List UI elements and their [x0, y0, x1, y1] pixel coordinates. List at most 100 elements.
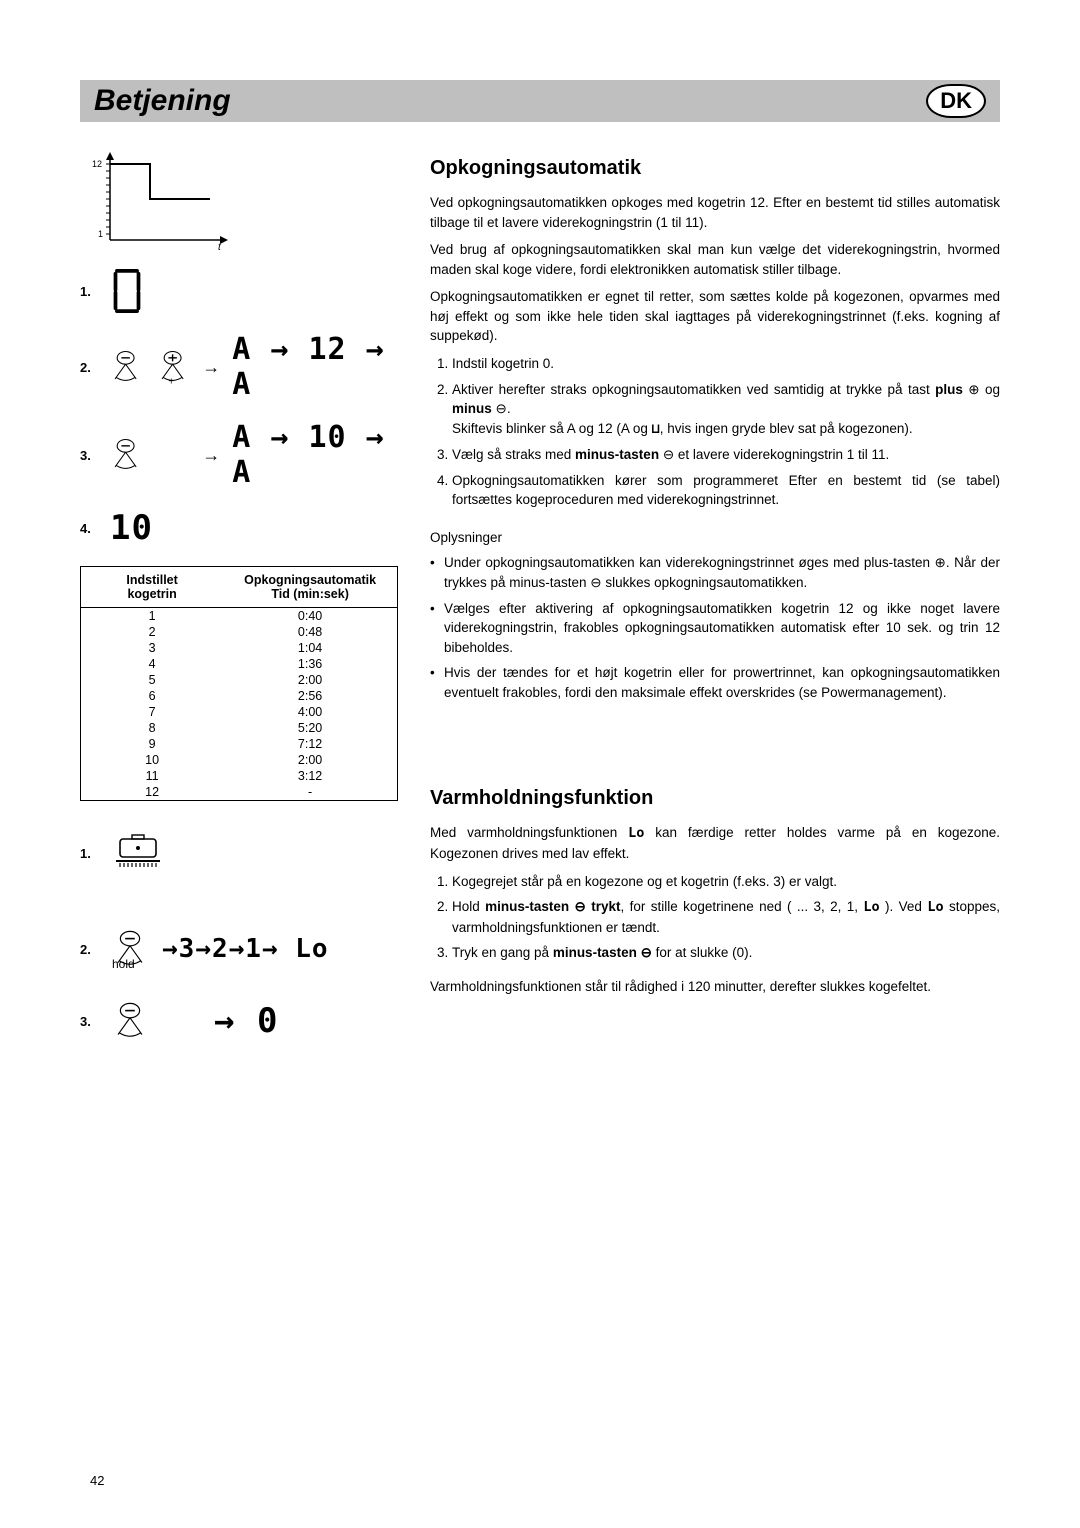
table-cell: 3 [81, 640, 223, 656]
table-cell: 0:48 [223, 624, 397, 640]
col1-header-a: Indstillet [126, 573, 177, 587]
step-number: 2. [80, 942, 98, 957]
table-row: 102:00 [81, 752, 397, 768]
svg-text:+: + [168, 377, 174, 387]
table-cell: 12 [81, 784, 223, 800]
svg-text:12: 12 [92, 159, 102, 169]
table-cell: 1:04 [223, 640, 397, 656]
table-row: 31:04 [81, 640, 397, 656]
info-bullet: Hvis der tændes for et højt kogetrin ell… [430, 663, 1000, 702]
section1-steps: Indstil kogetrin 0. Aktiver herefter str… [430, 354, 1000, 510]
step-number: 3. [80, 448, 96, 463]
table-row: 41:36 [81, 656, 397, 672]
table-cell: 1 [81, 608, 223, 625]
right-column: Opkogningsautomatik Ved opkogningsautoma… [430, 150, 1000, 1059]
display-a10a: A → 10 → A [232, 420, 400, 490]
country-badge: DK [926, 84, 986, 118]
step-a2: 2. + → A → 12 → A [80, 332, 400, 402]
u-symbol: ⊔ [652, 421, 660, 437]
page-number: 42 [90, 1473, 104, 1488]
table-cell: 0:40 [223, 608, 397, 625]
step-number: 4. [80, 521, 98, 536]
arrow-icon: → [202, 357, 220, 378]
section2-p2: Varmholdningsfunktionen står til rådighe… [430, 977, 1000, 997]
step-a4: 4. 10 [80, 508, 400, 548]
display-arrow-0: → 0 [214, 1001, 278, 1041]
table-row: 20:48 [81, 624, 397, 640]
step-a1: 1. [80, 268, 400, 314]
left-column: 12 1 t 1. 2. [80, 150, 400, 1059]
table-header-row: Indstillet kogetrin Opkogningsautomatik … [81, 567, 397, 608]
hand-minus-icon [110, 1001, 150, 1041]
table-cell: 1:36 [223, 656, 397, 672]
table-cell: 2:00 [223, 752, 397, 768]
step-number: 2. [80, 360, 96, 375]
table-cell: 7 [81, 704, 223, 720]
graph-row: 12 1 t [80, 150, 400, 250]
section2-steps: Kogegrejet står på en kogezone og et kog… [430, 872, 1000, 963]
section1-p3: Opkogningsautomatikken er egnet til rett… [430, 287, 1000, 346]
lo-symbol: Lo [628, 825, 644, 841]
table-row: 62:56 [81, 688, 397, 704]
svg-text:1: 1 [98, 229, 103, 239]
lo-symbol: Lo [927, 899, 943, 915]
display-10: 10 [110, 508, 153, 548]
table-cell: 8 [81, 720, 223, 736]
section2-step2: Hold minus-tasten ⊖ trykt, for stille ko… [452, 897, 1000, 937]
table-row: 85:20 [81, 720, 397, 736]
hand-minus-icon [108, 347, 143, 387]
section1-p1: Ved opkogningsautomatikken opkoges med k… [430, 193, 1000, 232]
step-number: 1. [80, 846, 98, 861]
timing-table: Indstillet kogetrin Opkogningsautomatik … [80, 566, 398, 801]
section1-step2: Aktiver herefter straks opkogningsautoma… [452, 380, 1000, 440]
table-cell: 5 [81, 672, 223, 688]
info-bullet: Vælges efter aktivering af opkogningsaut… [430, 599, 1000, 658]
table-cell: 3:12 [223, 768, 397, 784]
table-cell: 9 [81, 736, 223, 752]
header-bar: Betjening DK [80, 80, 1000, 122]
step-b3: 3. → 0 [80, 1001, 400, 1041]
table-cell: 7:12 [223, 736, 397, 752]
step-number: 3. [80, 1014, 98, 1029]
section1-step1: Indstil kogetrin 0. [452, 354, 1000, 374]
arrow-icon: → [202, 445, 220, 466]
display-a12a: A → 12 → A [232, 332, 400, 402]
display-countdown-lo: →3→2→1→ Lo [162, 934, 329, 964]
section1-step4: Opkogningsautomatikken kører som program… [452, 471, 1000, 510]
content-area: 12 1 t 1. 2. [80, 150, 1000, 1059]
hand-plus-icon: + [155, 347, 190, 387]
table-cell: - [223, 784, 397, 800]
section2-step1: Kogegrejet står på en kogezone og et kog… [452, 872, 1000, 892]
info-bullets: Under opkogningsautomatikken kan viderek… [430, 553, 1000, 702]
lo-symbol: Lo [863, 899, 879, 915]
col1-header-b: kogetrin [127, 587, 176, 601]
table-row: 10:40 [81, 608, 397, 625]
table-cell: 10 [81, 752, 223, 768]
table-cell: 2:00 [223, 672, 397, 688]
table-cell: 2 [81, 624, 223, 640]
table-cell: 4:00 [223, 704, 397, 720]
section1-p2: Ved brug af opkogningsautomatikken skal … [430, 240, 1000, 279]
section1-title: Opkogningsautomatik [430, 154, 1000, 183]
table-cell: 2:56 [223, 688, 397, 704]
table-row: 97:12 [81, 736, 397, 752]
section1-step3: Vælg så straks med minus-tasten ⊖ et lav… [452, 445, 1000, 465]
table-row: 74:00 [81, 704, 397, 720]
table-row: 52:00 [81, 672, 397, 688]
info-heading: Oplysninger [430, 528, 1000, 548]
seven-seg-0 [110, 268, 144, 314]
section2-p1: Med varmholdningsfunktionen Lo kan færdi… [430, 823, 1000, 863]
step-a3: 3. → A → 10 → A [80, 420, 400, 490]
col2-header-a: Opkogningsautomatik [244, 573, 376, 587]
table-row: 113:12 [81, 768, 397, 784]
table-cell: 5:20 [223, 720, 397, 736]
col2-header-b: Tid (min:sek) [271, 587, 349, 601]
step-graph: 12 1 t [80, 150, 235, 250]
section2-title: Varmholdningsfunktion [430, 784, 1000, 813]
hand-minus-icon [108, 435, 143, 475]
pot-on-zone-icon [110, 831, 166, 875]
table-cell: 6 [81, 688, 223, 704]
page-title: Betjening [94, 84, 231, 118]
table-cell: 11 [81, 768, 223, 784]
step-b1: 1. [80, 831, 400, 875]
